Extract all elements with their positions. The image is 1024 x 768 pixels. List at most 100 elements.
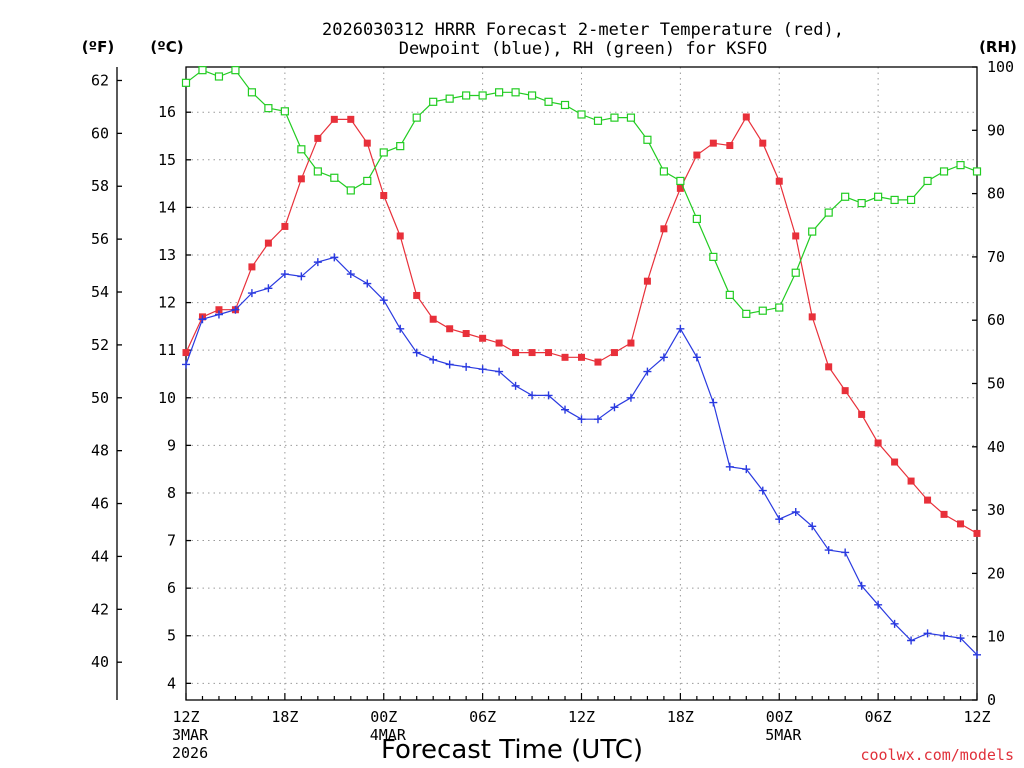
temperature-point-28: [643, 277, 651, 285]
rh-point-47: [956, 161, 965, 170]
rh-point-33: [725, 290, 734, 299]
temperature-point-46: [940, 510, 948, 518]
f-tick-label-9: 58: [91, 177, 109, 195]
temperature-point-8: [314, 134, 322, 142]
rh-point-13: [396, 142, 405, 151]
temperature-point-42: [874, 439, 882, 447]
temperature-point-27: [627, 339, 635, 347]
dewpoint-point-3: [231, 305, 240, 314]
rh-point-28: [643, 135, 652, 144]
rh-tick-label-6: 60: [987, 311, 1005, 329]
dewpoint-point-5: [264, 284, 273, 293]
f-tick-label-1: 42: [91, 600, 109, 618]
temperature-point-6: [281, 222, 289, 230]
dewpoint-point-41: [857, 581, 866, 590]
rh-point-19: [495, 88, 504, 97]
c-tick-label-4: 8: [167, 484, 176, 502]
c-tick-label-11: 15: [158, 151, 176, 169]
rh-point-46: [939, 167, 949, 176]
f-tick-label-8: 56: [91, 230, 109, 248]
rh-point-10: [346, 186, 355, 195]
unit-celsius-label: (ºC): [150, 38, 183, 56]
c-tick-label-1: 5: [167, 627, 176, 645]
dewpoint-point-7: [297, 272, 306, 281]
x-tick-label-7: 06Z: [865, 708, 892, 726]
x-tick-label-1: 18Z: [271, 708, 298, 726]
c-tick-label-10: 14: [158, 198, 176, 216]
temperature-point-4: [248, 263, 256, 271]
c-tick-label-9: 13: [158, 246, 176, 264]
f-tick-label-2: 44: [91, 547, 109, 565]
temperature-point-34: [742, 113, 750, 121]
rh-point-7: [297, 145, 306, 154]
temperature-point-19: [495, 339, 503, 347]
temperature-point-48: [973, 529, 981, 537]
f-tick-label-4: 48: [91, 442, 109, 460]
rh-tick-label-10: 100: [987, 58, 1014, 76]
grid-lines: [186, 67, 977, 700]
dewpoint-point-4: [247, 289, 256, 298]
dewpoint-point-17: [462, 362, 471, 371]
rh-point-12: [379, 148, 388, 157]
dewpoint-point-8: [313, 258, 322, 267]
dewpoint-point-42: [874, 600, 883, 609]
rh-tick-label-9: 90: [987, 121, 1005, 139]
data-series: [181, 66, 982, 659]
temperature-point-41: [858, 410, 866, 418]
credit-label: coolwx.com/models: [860, 746, 1014, 764]
f-tick-label-5: 50: [91, 389, 109, 407]
rh-point-24: [577, 110, 586, 119]
temperature-point-26: [610, 349, 618, 357]
temperature-point-35: [759, 139, 767, 147]
dewpoint-point-38: [808, 522, 817, 531]
temperature-point-31: [693, 151, 701, 159]
rh-point-1: [198, 66, 207, 75]
rh-point-14: [412, 113, 421, 122]
rh-point-21: [527, 91, 537, 100]
rh-point-32: [709, 252, 718, 261]
rh-tick-label-0: 0: [987, 691, 996, 709]
dewpoint-point-33: [725, 462, 734, 471]
temperature-point-5: [264, 239, 272, 247]
temperature-point-29: [660, 225, 668, 233]
rh-point-30: [676, 176, 685, 186]
temperature-point-37: [792, 232, 800, 240]
x-tick-label-0: 12Z: [172, 708, 199, 726]
f-tick-label-10: 60: [91, 124, 109, 142]
temperature-point-0: [182, 349, 190, 357]
rh-point-34: [742, 309, 751, 318]
temperature-point-21: [528, 349, 536, 357]
temperature-point-38: [808, 313, 816, 321]
temperature-point-44: [907, 477, 915, 485]
rh-point-42: [874, 192, 883, 201]
x-year-label-0: 2026: [172, 744, 208, 762]
rh-point-41: [857, 198, 866, 208]
temperature-point-33: [726, 142, 734, 150]
f-tick-label-7: 54: [91, 283, 109, 301]
dewpoint-point-13: [396, 324, 405, 333]
dewpoint-point-18: [478, 365, 487, 374]
rh-point-25: [593, 116, 603, 125]
dewpoint-point-43: [890, 619, 899, 628]
temperature-point-18: [479, 334, 487, 342]
dewpoint-point-46: [940, 631, 949, 640]
dewpoint-point-34: [742, 465, 751, 474]
chart-title-line2: Dewpoint (blue), RH (green) for KSFO: [399, 39, 767, 59]
rh-point-22: [544, 97, 553, 106]
dewpoint-point-25: [593, 415, 602, 424]
dewpoint-point-30: [676, 324, 685, 333]
f-tick-label-3: 46: [91, 495, 109, 513]
rh-point-26: [610, 113, 619, 122]
rh-point-36: [775, 303, 784, 312]
rh-point-31: [692, 214, 701, 224]
temperature-point-23: [561, 353, 569, 361]
unit-rh-label: (RH): [979, 38, 1017, 56]
temperature-point-20: [512, 349, 520, 357]
dewpoint-point-21: [528, 391, 537, 400]
x-axis-title: Forecast Time (UTC): [381, 735, 643, 765]
temperature-point-15: [429, 315, 437, 323]
dewpoint-point-36: [775, 515, 784, 524]
rh-point-6: [280, 107, 289, 116]
rh-point-23: [560, 100, 570, 110]
rh-point-18: [478, 91, 487, 100]
